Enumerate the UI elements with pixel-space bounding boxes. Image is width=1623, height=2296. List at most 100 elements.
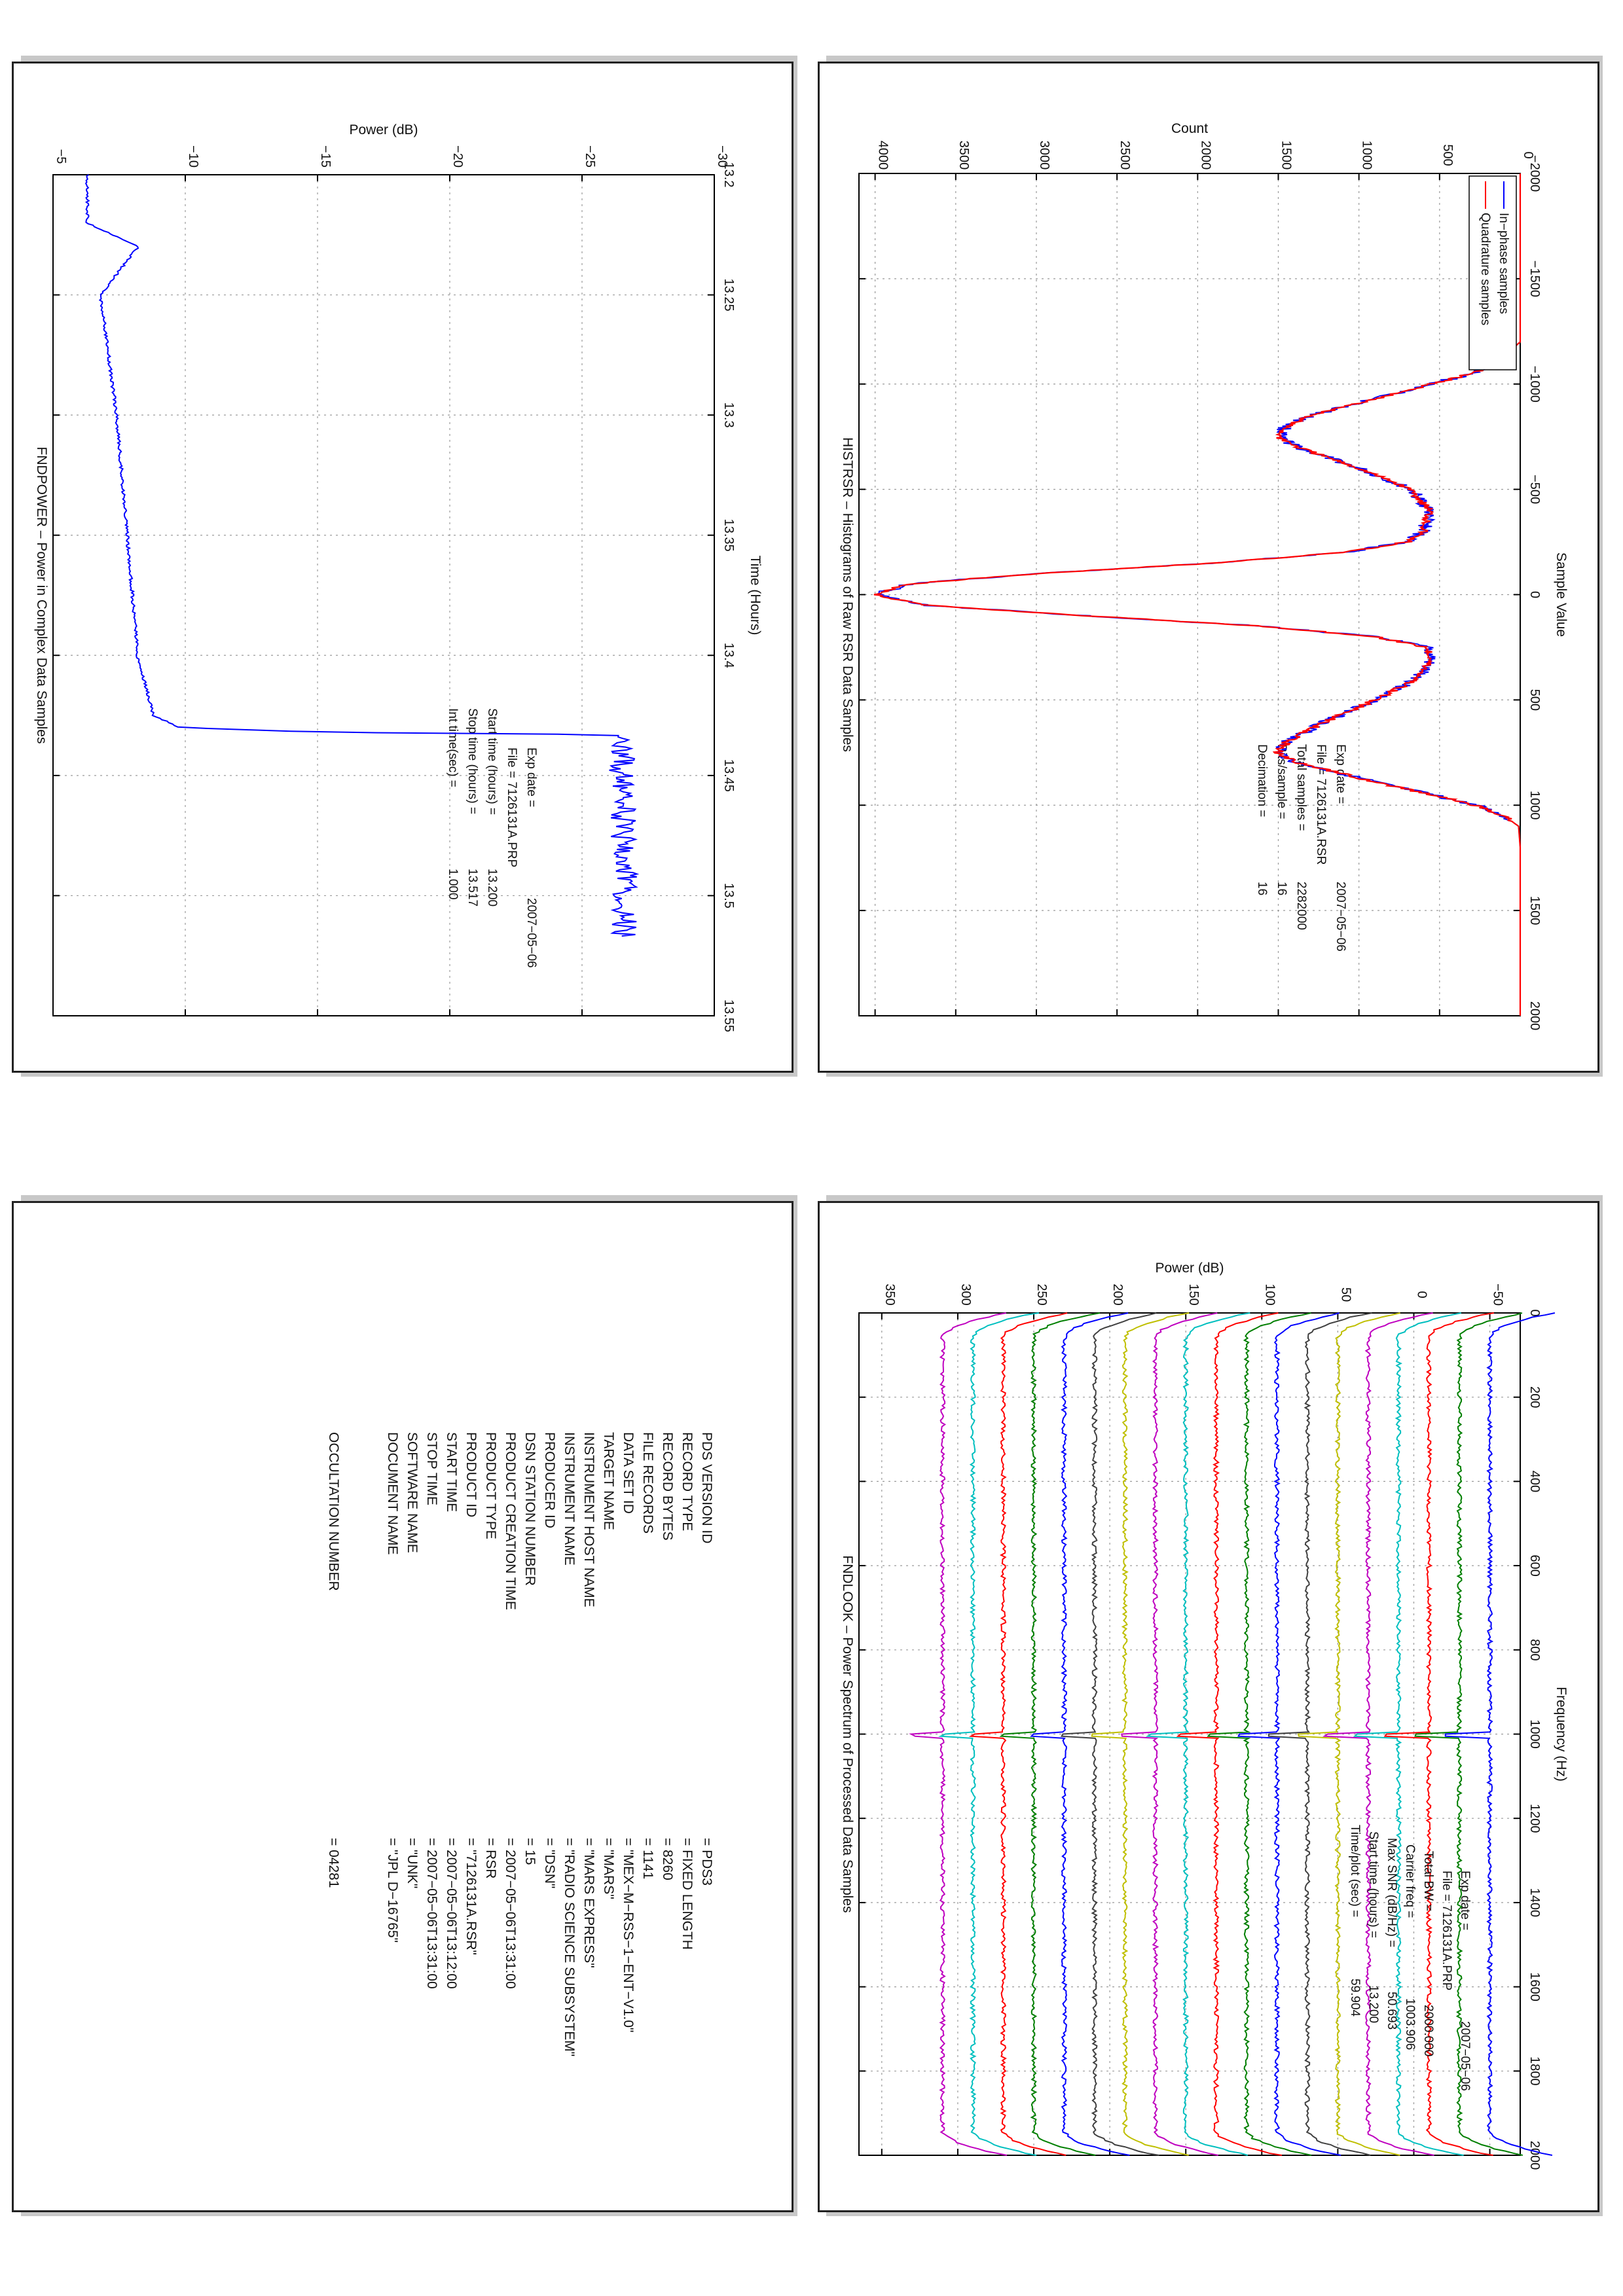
legend-entry: In−phase samples [1497,213,1510,314]
annotation-value: 13.200 [485,869,499,906]
y-tick-label: 200 [1110,1283,1125,1305]
y-tick-label: 300 [958,1283,973,1305]
annotation-value: 50.693 [1385,1992,1398,2030]
x-axis-label: Sample Value [1554,552,1569,637]
spectrum-trace [938,1312,1039,2156]
series-line-power [84,174,640,937]
label-equals: = 04281 [326,1838,341,1888]
y-tick-label: −25 [583,145,597,168]
x-tick-label: −1500 [1527,260,1542,297]
x-tick-label: −500 [1527,475,1542,504]
annotation-key: File = 7126131A.PRP [505,747,519,867]
annotation-value: 2000.000 [1421,2005,1435,2056]
spectrum-trace [909,1312,1008,2156]
x-tick-label: 200 [1527,1386,1542,1408]
label-key: DSN STATION NUMBER [522,1432,538,1586]
annotation-key: Total BW = [1421,1851,1435,1911]
label-key: STOP TIME [424,1432,439,1506]
spectrum-trace [1444,1312,1556,2156]
label-equals: = PDS3 [699,1838,714,1886]
spectrum-trace [1297,1312,1400,2156]
label-key: TARGET NAME [601,1432,616,1530]
annotation-value: 2007−05−06 [1334,882,1347,952]
pds-label-panel: PDS VERSION ID = PDS3 RECORD TYPE = FIXED L… [12,1201,793,2212]
x-axis-label: Frequency (Hz) [1554,1687,1569,1782]
x-tick-label: 13.5 [721,883,736,908]
y-tick-label: −15 [318,145,333,168]
legend-entry: Quadrature samples [1478,213,1492,325]
annotation-key: Time/plot (sec) = [1348,1825,1362,1917]
x-tick-label: 1000 [1527,791,1542,820]
spectrum-trace [999,1312,1101,2156]
label-key: PRODUCT ID [464,1432,479,1518]
y-tick-label: 100 [1262,1283,1277,1305]
annotation-value: 2007−05−06 [524,898,538,968]
label-key: INSTRUMENT HOST NAME [581,1432,596,1607]
x-tick-label: 13.35 [721,519,736,552]
histrsr-chart: −2000 −1500 −1000 −500 0 500 1000 1500 2000 0 500 1… [840,121,1569,1031]
spectrum-trace [1091,1312,1190,2156]
x-tick-label: 13.4 [721,643,736,668]
x-tick-label: 1800 [1527,2056,1542,2086]
spectrum-trace [968,1312,1068,2156]
label-equals: = FIXED LENGTH [680,1838,695,1950]
annotation-key: File = 7126131A.PRP [1440,1871,1453,1990]
y-tick-label: 1000 [1360,141,1374,170]
x-tick-label: 13.2 [721,162,736,188]
x-tick-label: −2000 [1527,155,1542,192]
spectrum-trace [1383,1312,1494,2156]
annotation-key: Carrier freq = [1403,1844,1417,1918]
spectrum-trace [1176,1312,1283,2156]
label-key: PDS VERSION ID [699,1432,714,1544]
x-tick-label: 13.3 [721,403,736,428]
annotation-key: Int time(sec) = [446,708,460,787]
spectrum-trace [1121,1312,1218,2156]
y-axis-label: Count [1171,121,1208,136]
y-tick-label: −10 [186,145,200,168]
label-equals: = "JPL D−16765" [385,1838,400,1943]
annotation-key: Max SNR (dB/Hz) = [1385,1838,1398,1947]
label-key: FILE RECORDS [640,1432,655,1534]
annotation-key: File = 7126131A.RSR [1314,744,1328,865]
x-tick-label: 600 [1527,1554,1542,1576]
spectrum-trace [1030,1312,1130,2156]
annotation-value: 2282000 [1294,882,1308,930]
annotation-value: 1.000 [446,869,460,900]
annotation-key: Start time (hours) = [485,708,499,815]
label-key: DATA SET ID [621,1432,636,1514]
annotation-value: 2007−05−06 [1458,2021,1472,2091]
annotation-value: 13.517 [465,869,479,906]
annotation-key: Decimation = [1255,744,1269,817]
fndpower-panel: 13.2 13.25 13.3 13.35 13.4 13.45 13.5 13.55 −30 −… [12,62,793,1073]
y-tick-label: 500 [1440,144,1455,166]
fndlook-panel: 0 200 400 600 800 1000 1200 1400 1600 1800 2000 −50… [818,1201,1599,2212]
chart-title: FNDPOWER – Power in Complex Data Samples [34,447,49,744]
x-tick-label: 2000 [1527,1001,1542,1031]
fndlook-chart: 0200400600800100012001400160018002000−50… [840,1261,1569,2170]
y-axis-label: Power (dB) [1155,1261,1224,1276]
legend-box [1468,175,1517,370]
x-tick-label: 13.45 [721,759,736,792]
annotation-key: Exp date = [1458,1871,1472,1930]
x-tick-label: 1500 [1527,896,1542,925]
pds-label-list: PDS VERSION ID = PDS3 RECORD TYPE = FIXED L… [60,1432,714,2210]
chart-title: HISTRSR – Histograms of Raw RSR Data Sam… [840,437,855,752]
x-tick-label: 1000 [1527,1719,1542,1749]
annotation-value: 16 [1255,882,1269,895]
series-line-quadrature [873,173,1522,1016]
label-equals: = "7126131A.RSR" [464,1838,479,1955]
x-tick-label: 13.25 [721,279,736,312]
y-tick-label: 4000 [876,141,890,170]
histrsr-panel: −2000 −1500 −1000 −500 0 500 1000 1500 2000 0 500 1… [818,62,1599,1073]
annotation-value: 59.904 [1348,1979,1362,2017]
label-key: PRODUCT CREATION TIME [503,1432,518,1610]
label-equals: = 15 [522,1838,538,1865]
annotation-value: 1003.906 [1403,1998,1417,2050]
spectrum-trace [1207,1312,1312,2156]
axes-box [52,174,715,1016]
label-key: INSTRUMENT NAME [562,1432,577,1566]
label-key: RECORD TYPE [680,1432,695,1532]
series-line-inphase [876,173,1521,1016]
label-key: PRODUCER ID [542,1432,557,1529]
annotation-key: Stop time (hours) = [465,708,479,814]
